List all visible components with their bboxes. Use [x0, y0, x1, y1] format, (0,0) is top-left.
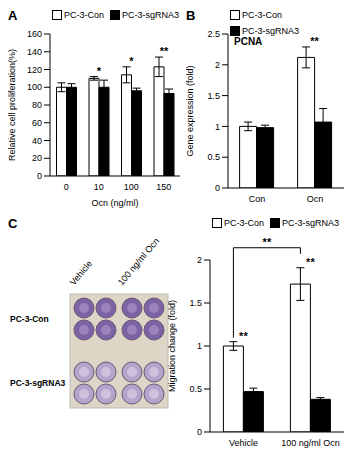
svg-text:20: 20	[32, 153, 42, 163]
svg-text:10: 10	[94, 182, 104, 192]
svg-text:1: 1	[215, 122, 220, 132]
svg-text:Vehicle: Vehicle	[229, 438, 258, 448]
html-text:PC-3-Con: PC-3-Con	[242, 10, 282, 20]
svg-text:120: 120	[27, 65, 42, 75]
svg-text:0: 0	[37, 171, 42, 181]
svg-text:0.5: 0.5	[207, 152, 220, 162]
svg-text:140: 140	[27, 47, 42, 57]
html-text:B: B	[186, 8, 196, 23]
svg-text:PC-3-Con: PC-3-Con	[10, 314, 49, 324]
svg-text:100: 100	[124, 182, 139, 192]
svg-text:100: 100	[27, 82, 42, 92]
svg-text:0.5: 0.5	[189, 384, 202, 394]
svg-text:PC-3-sgRNA3: PC-3-sgRNA3	[10, 378, 66, 388]
html-text:PCNA: PCNA	[234, 36, 263, 47]
svg-text:60: 60	[32, 118, 42, 128]
svg-text:**: **	[239, 330, 248, 342]
svg-text:*: *	[97, 65, 102, 77]
html-text:PC-3-sgRNA3: PC-3-sgRNA3	[122, 10, 179, 20]
svg-text:0: 0	[64, 182, 69, 192]
svg-text:2: 2	[197, 255, 202, 265]
svg-text:**: **	[310, 35, 319, 47]
svg-text:1.5: 1.5	[207, 91, 220, 101]
svg-text:**: **	[306, 256, 315, 268]
svg-text:1.5: 1.5	[189, 298, 202, 308]
svg-text:80: 80	[32, 100, 42, 110]
svg-text:1: 1	[197, 341, 202, 351]
svg-text:*: *	[129, 55, 134, 67]
html-text:PC-3-Con: PC-3-Con	[224, 218, 264, 228]
html-text:PC-3-sgRNA3: PC-3-sgRNA3	[282, 218, 339, 228]
svg-text:Ocn (ng/ml): Ocn (ng/ml)	[91, 198, 138, 208]
html-text:PC-3-sgRNA3: PC-3-sgRNA3	[242, 26, 299, 36]
html-text:A: A	[8, 8, 18, 23]
svg-text:2.5: 2.5	[207, 29, 220, 39]
svg-text:Con: Con	[249, 194, 266, 204]
svg-text:160: 160	[27, 29, 42, 39]
svg-text:**: **	[160, 45, 169, 57]
svg-text:150: 150	[156, 182, 171, 192]
svg-text:100 ng/ml Ocn: 100 ng/ml Ocn	[116, 236, 161, 287]
svg-text:Relative cell proliferation(%): Relative cell proliferation(%)	[8, 49, 17, 161]
svg-text:40: 40	[32, 136, 42, 146]
html-text:PC-3-Con: PC-3-Con	[64, 10, 104, 20]
svg-text:Migration change (fold): Migration change (fold)	[168, 300, 177, 392]
svg-text:2: 2	[215, 60, 220, 70]
html-text:C: C	[8, 216, 18, 231]
svg-text:100 ng/ml Ocn: 100 ng/ml Ocn	[281, 438, 340, 448]
svg-text:Vehicle: Vehicle	[68, 259, 94, 288]
svg-text:0: 0	[197, 427, 202, 437]
svg-text:Gene expression (fold): Gene expression (fold)	[186, 65, 195, 156]
svg-text:**: **	[263, 236, 272, 248]
svg-text:0: 0	[215, 183, 220, 193]
svg-text:Ocn: Ocn	[307, 194, 324, 204]
